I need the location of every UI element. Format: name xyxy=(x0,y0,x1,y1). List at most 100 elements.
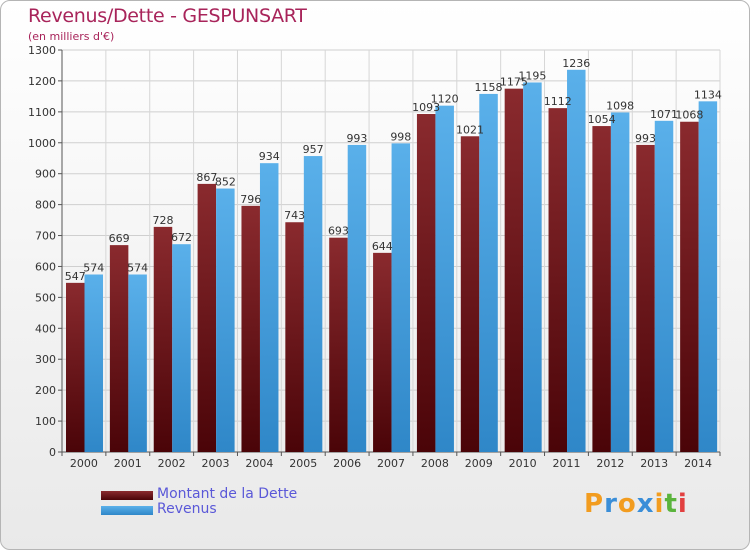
proxiti-logo: Proxiti xyxy=(584,489,688,519)
y-tick-label: 1300 xyxy=(28,44,56,57)
bar-revenus xyxy=(84,274,103,452)
data-label-revenus: 998 xyxy=(390,130,411,143)
bar-dette xyxy=(680,121,699,452)
data-label-revenus: 934 xyxy=(259,150,280,163)
data-label-revenus: 852 xyxy=(215,176,236,189)
bar-revenus xyxy=(479,93,498,452)
bar-dette xyxy=(460,136,480,452)
data-label-dette: 1021 xyxy=(456,123,484,136)
y-tick-label: 700 xyxy=(35,230,56,243)
bar-dette xyxy=(66,282,85,452)
bar-revenus xyxy=(347,144,367,453)
y-tick-label: 300 xyxy=(35,353,56,366)
data-label-dette: 547 xyxy=(65,270,86,283)
bar-dette xyxy=(329,237,348,452)
y-tick-label: 1100 xyxy=(28,106,56,119)
logo-letter: o xyxy=(617,489,637,519)
data-labels: 5475746695747286728678527969347439576939… xyxy=(65,57,722,283)
y-tick-label: 200 xyxy=(35,384,56,397)
data-label-dette: 1175 xyxy=(500,76,528,89)
x-tick-label: 2010 xyxy=(509,457,537,470)
x-tick-label: 2004 xyxy=(245,457,273,470)
bar-dette xyxy=(285,222,304,452)
y-tick-label: 600 xyxy=(35,260,56,273)
bar-dette xyxy=(109,245,129,452)
data-label-revenus: 1195 xyxy=(518,69,546,82)
data-label-revenus: 574 xyxy=(83,262,104,275)
bar-revenus xyxy=(698,101,718,452)
data-label-dette: 693 xyxy=(328,225,349,238)
bar-revenus xyxy=(523,82,542,452)
data-label-revenus: 1134 xyxy=(694,88,722,101)
data-label-dette: 1112 xyxy=(544,95,572,108)
bar-dette xyxy=(548,108,568,453)
data-label-dette: 728 xyxy=(152,214,173,227)
logo-letter: r xyxy=(604,489,618,519)
y-tick-label: 100 xyxy=(35,415,56,428)
bar-revenus xyxy=(435,105,454,453)
y-tick-label: 1200 xyxy=(28,75,56,88)
x-tick-label: 2001 xyxy=(114,457,142,470)
bar-revenus xyxy=(303,156,323,452)
bar-dette xyxy=(241,205,260,452)
data-label-dette: 669 xyxy=(109,232,130,245)
x-tick-label: 2008 xyxy=(421,457,449,470)
x-tick-label: 2013 xyxy=(640,457,668,470)
y-tick-label: 0 xyxy=(49,446,56,459)
chart-title: Revenus/Dette - GESPUNSART xyxy=(28,5,307,27)
data-label-revenus: 672 xyxy=(171,231,192,244)
chart-subtitle: (en milliers d'€) xyxy=(28,30,115,43)
data-label-revenus: 1098 xyxy=(606,99,634,112)
data-label-dette: 644 xyxy=(372,240,393,253)
legend-label-revenus: Revenus xyxy=(157,501,217,517)
y-tick-label: 800 xyxy=(35,199,56,212)
data-label-dette: 1093 xyxy=(412,101,440,114)
x-tick-label: 2011 xyxy=(552,457,580,470)
data-label-dette: 1054 xyxy=(588,113,616,126)
x-tick-label: 2000 xyxy=(70,457,98,470)
data-label-revenus: 574 xyxy=(127,262,148,275)
data-label-dette: 796 xyxy=(240,193,261,206)
bar-revenus xyxy=(391,143,411,452)
bar-dette xyxy=(416,114,436,452)
legend-swatch-revenus xyxy=(101,506,153,515)
bar-dette xyxy=(197,183,217,453)
y-tick-label: 900 xyxy=(35,168,56,181)
legend-swatch-dette xyxy=(101,491,153,500)
bars xyxy=(66,69,718,453)
logo-letter: P xyxy=(584,489,605,519)
x-tick-label: 2012 xyxy=(596,457,624,470)
data-label-revenus: 1071 xyxy=(650,108,678,121)
x-tick-label: 2014 xyxy=(684,457,712,470)
logo-letter: t xyxy=(664,489,678,519)
x-tick-label: 2007 xyxy=(377,457,405,470)
bar-revenus xyxy=(610,112,630,453)
bar-revenus xyxy=(216,188,235,452)
x-tick-label: 2005 xyxy=(289,457,317,470)
data-label-dette: 1068 xyxy=(675,109,703,122)
data-label-revenus: 957 xyxy=(303,143,324,156)
x-tick-label: 2009 xyxy=(465,457,493,470)
data-label-dette: 993 xyxy=(635,132,656,145)
x-tick-label: 2006 xyxy=(333,457,361,470)
logo-letter: x xyxy=(636,489,655,519)
bar-revenus xyxy=(567,69,586,452)
bar-dette xyxy=(504,88,524,453)
data-label-revenus: 1236 xyxy=(562,57,590,70)
data-label-revenus: 1158 xyxy=(475,81,503,94)
axes: 0 100 200 300 400 500 600 700 800 900 1000 1100 1200… xyxy=(28,44,721,470)
bar-dette xyxy=(373,252,392,452)
y-tick-label: 1000 xyxy=(28,137,56,150)
bar-revenus xyxy=(654,120,674,452)
y-tick-label: 500 xyxy=(35,291,56,304)
data-label-revenus: 993 xyxy=(346,132,367,145)
data-label-revenus: 1120 xyxy=(431,93,459,106)
bar-revenus xyxy=(259,163,279,452)
x-tick-label: 2003 xyxy=(202,457,230,470)
legend-label-dette: Montant de la Dette xyxy=(157,486,298,502)
logo-letter: i xyxy=(677,489,688,519)
bar-revenus xyxy=(128,274,147,452)
y-tick-label: 400 xyxy=(35,322,56,335)
bar-dette xyxy=(153,226,173,452)
